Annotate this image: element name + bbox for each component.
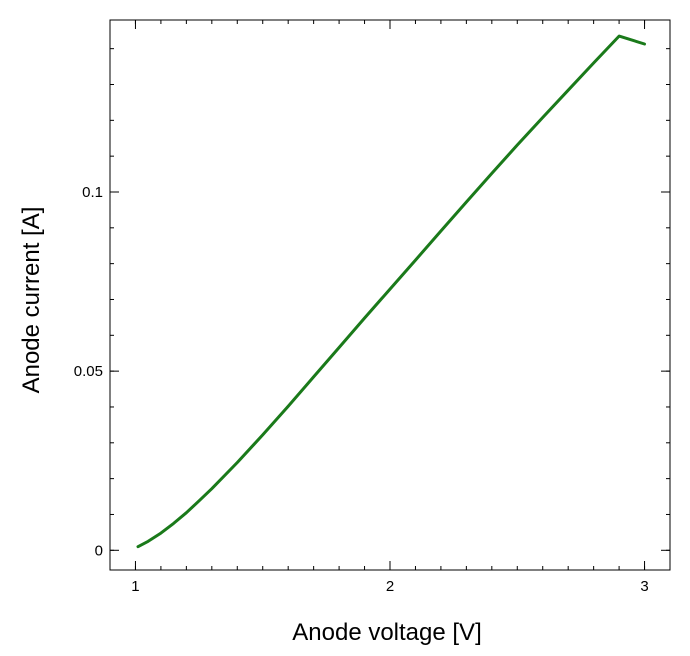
minor-ticks: [109, 20, 670, 570]
y-tick-label: 0.05: [74, 363, 103, 380]
y-axis-label: Anode current [A]: [18, 207, 45, 394]
x-tick-labels: 1 2 3: [131, 578, 648, 595]
plot-area: [109, 19, 671, 571]
x-tick-label: 1: [131, 578, 139, 595]
series-layer: [136, 34, 646, 549]
x-tick-label: 2: [386, 578, 394, 595]
plot-frame: [109, 19, 671, 571]
y-tick-label: 0: [95, 542, 103, 559]
y-tick-label: 0.1: [82, 184, 103, 201]
series-line-0: [136, 34, 646, 549]
x-axis-label: Anode voltage [V]: [292, 619, 481, 646]
y-tick-labels: 0 0.05 0.1: [74, 184, 103, 559]
x-tick-label: 3: [640, 578, 648, 595]
major-ticks: [110, 20, 670, 570]
